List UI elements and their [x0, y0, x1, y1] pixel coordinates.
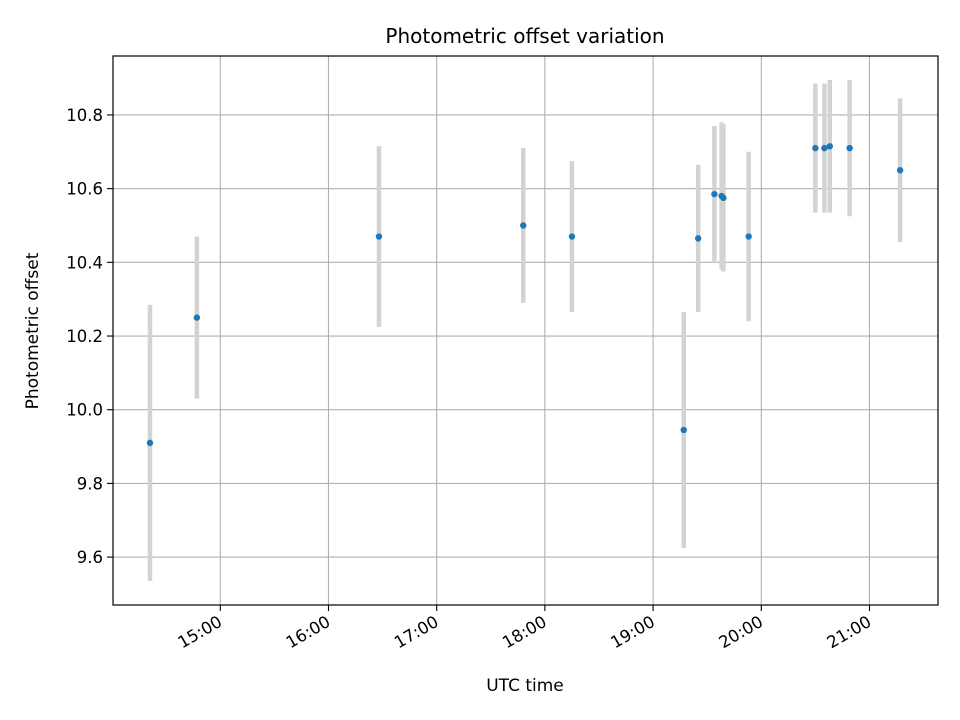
- x-tick-label: 17:00: [391, 612, 442, 652]
- data-point: [826, 143, 834, 150]
- y-tick-label: 9.6: [77, 548, 103, 567]
- y-tick-label: 10.4: [66, 253, 103, 272]
- data-point: [146, 439, 154, 447]
- data-points: [146, 143, 904, 447]
- x-tick-label: 18:00: [499, 612, 550, 652]
- data-point: [694, 235, 702, 242]
- y-tick-label: 9.8: [77, 474, 103, 493]
- x-tick-label: 15:00: [175, 612, 226, 652]
- axis-ticks: 15:00 16:00 17:00 18:00 19:00 20:00 21:00 9.6 9.…: [66, 106, 874, 652]
- data-point: [520, 222, 527, 229]
- data-point: [680, 426, 687, 434]
- data-point: [711, 190, 718, 198]
- y-tick-label: 10.8: [66, 106, 103, 125]
- x-axis-label: UTC time: [486, 676, 564, 696]
- data-point: [375, 233, 383, 240]
- data-point: [193, 314, 201, 321]
- error-bars: [147, 79, 903, 582]
- data-point: [745, 233, 752, 240]
- data-point: [568, 233, 576, 240]
- y-axis-label: Photometric offset: [23, 252, 43, 409]
- x-tick-label: 20:00: [716, 612, 767, 652]
- data-point: [720, 194, 727, 202]
- data-point: [896, 167, 904, 174]
- chart-title: Photometric offset variation: [385, 24, 664, 48]
- data-point: [812, 144, 819, 152]
- data-point: [821, 144, 828, 152]
- x-tick-label: 21:00: [824, 612, 875, 652]
- y-tick-label: 10.6: [66, 180, 103, 199]
- plot-frame: [112, 55, 939, 606]
- y-tick-label: 10.0: [66, 401, 103, 420]
- y-tick-label: 10.2: [66, 327, 103, 346]
- data-point: [846, 144, 853, 152]
- grid-lines: [113, 56, 938, 605]
- x-tick-label: 19:00: [607, 612, 658, 652]
- x-tick-label: 16:00: [283, 612, 334, 652]
